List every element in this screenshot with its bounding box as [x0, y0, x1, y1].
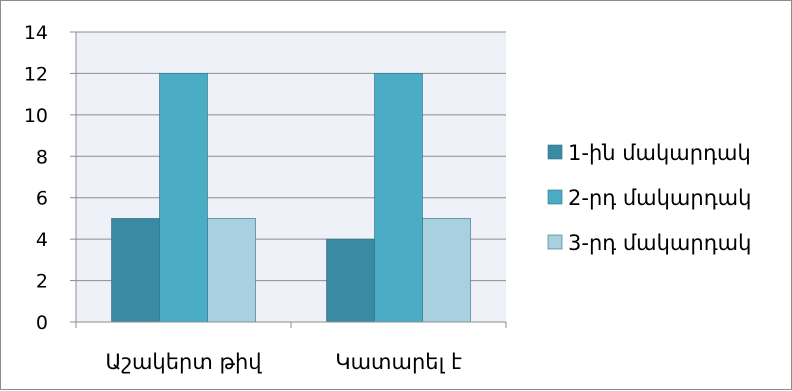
bar-series3-1 — [207, 218, 256, 323]
y-tick-label: 0 — [36, 312, 48, 334]
legend-swatch — [547, 234, 563, 250]
y-tick-label: 2 — [36, 271, 48, 293]
bar-series1-2 — [326, 238, 375, 323]
legend-label: 1-ին մակարդակ — [568, 141, 751, 165]
axes: 0 2 4 6 8 10 12 14 Աշակերտ թիվ Կատարել է — [24, 22, 507, 374]
bar-series3-2 — [422, 218, 471, 323]
y-tick-label: 4 — [36, 229, 48, 251]
x-category-label: Կատարել է — [335, 350, 462, 374]
bar-series1-1 — [111, 218, 160, 323]
y-tick-label: 6 — [36, 188, 48, 210]
legend-label: 2-րդ մակարդակ — [568, 186, 751, 210]
legend: 1-ին մակարդակ 2-րդ մակարդակ 3-րդ մակարդակ — [547, 141, 751, 255]
x-category-label: Աշակերտ թիվ — [105, 350, 262, 374]
y-tick-label: 12 — [24, 63, 48, 85]
y-tick-label: 8 — [36, 146, 48, 168]
legend-swatch — [547, 144, 563, 160]
bar-series2-2 — [374, 73, 423, 323]
y-tick-label: 14 — [24, 22, 48, 44]
y-tick-label: 10 — [24, 105, 48, 127]
bar-series2-1 — [159, 73, 208, 323]
legend-label: 3-րդ մակարդակ — [568, 231, 751, 255]
legend-swatch — [547, 189, 563, 205]
